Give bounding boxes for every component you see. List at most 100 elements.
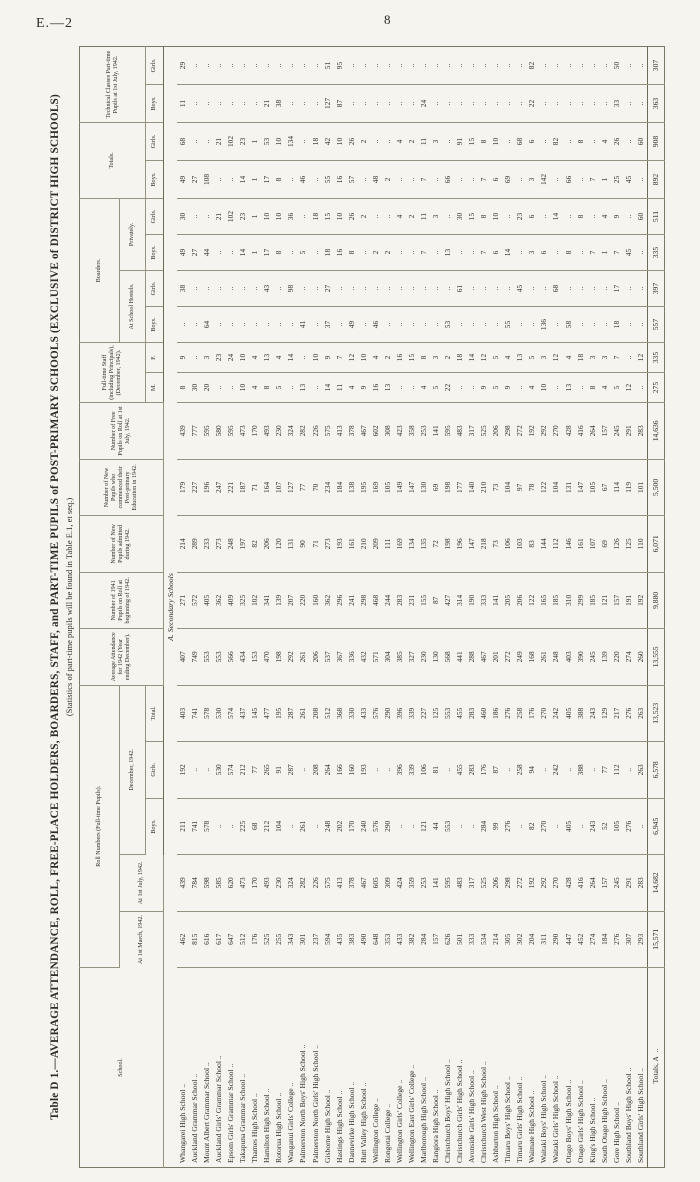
value-cell: .. xyxy=(586,198,599,235)
value-cell: .. xyxy=(297,84,310,123)
value-cell: 206 xyxy=(490,402,503,460)
value-cell: .. xyxy=(177,306,190,343)
value-cell: 282 xyxy=(297,854,310,912)
value-cell: .. xyxy=(345,84,358,123)
value-cell: 553 xyxy=(442,685,455,742)
value-cell: 493 xyxy=(261,854,274,912)
value-cell: 467 xyxy=(357,854,370,912)
value-cell: 2 xyxy=(442,342,455,373)
value-cell: 284 xyxy=(478,798,491,855)
value-cell: 274 xyxy=(622,628,635,686)
value-cell: 144 xyxy=(538,515,551,573)
value-cell: .. xyxy=(586,46,599,85)
value-cell: 439 xyxy=(177,402,190,460)
value-cell: 8 xyxy=(345,234,358,271)
value-cell: 184 xyxy=(598,911,611,968)
value-cell: 473 xyxy=(237,854,250,912)
value-cell: 248 xyxy=(225,515,238,573)
value-cell: 197 xyxy=(237,515,250,573)
value-cell: .. xyxy=(478,306,491,343)
value-cell: 571 xyxy=(369,628,382,686)
value-cell: 97 xyxy=(514,459,527,516)
value-cell: 580 xyxy=(213,402,226,460)
value-cell: 2 xyxy=(381,234,394,271)
value-cell: 198 xyxy=(442,459,455,516)
value-cell: .. xyxy=(381,270,394,307)
value-cell: 8 xyxy=(478,122,491,161)
value-cell: .. xyxy=(225,84,238,123)
value-cell: 170 xyxy=(345,798,358,855)
col-tech-boys: Boys. xyxy=(145,84,164,123)
value-cell: 195 xyxy=(273,685,286,742)
value-cell: 121 xyxy=(598,572,611,629)
value-cell: .. xyxy=(550,84,563,123)
value-cell: 575 xyxy=(321,854,334,912)
school-name: Christchurch Girls' High School .. xyxy=(455,1059,465,1163)
value-cell: 43 xyxy=(261,270,274,307)
value-cell: 21 xyxy=(213,198,226,235)
value-cell: .. xyxy=(550,234,563,271)
value-cell: 18 xyxy=(309,122,322,161)
statistics-table: School. Roll Numbers (Full-time Pupils).… xyxy=(79,46,665,1168)
value-cell: 530 xyxy=(213,685,226,742)
value-cell: 272 xyxy=(502,628,515,686)
school-name: Gisborne High School .. xyxy=(322,1089,332,1163)
value-cell: .. xyxy=(249,306,262,343)
value-cell: 8 xyxy=(177,372,190,403)
value-cell: 4 xyxy=(369,342,382,373)
value-cell: .. xyxy=(478,46,491,85)
table-row: Gore High School .. 276 245 105 112 217 220 157… xyxy=(610,46,623,1168)
value-cell: .. xyxy=(285,160,298,199)
value-cell: 14 xyxy=(321,372,334,403)
value-cell: 368 xyxy=(333,685,346,742)
table-row: Otago Boys' High School .. 447 428 405.. 405… xyxy=(562,46,575,1168)
value-cell: 908 xyxy=(647,122,665,161)
value-cell: 230 xyxy=(273,854,286,912)
table-row: Whangarei High School .. 462 439 211 192 403 4… xyxy=(177,46,190,1168)
value-cell: 13,555 xyxy=(647,628,665,686)
value-cell: .. xyxy=(598,84,611,123)
value-cell: 139 xyxy=(273,572,286,629)
value-cell: .. xyxy=(237,270,250,307)
value-cell: 264 xyxy=(586,402,599,460)
table-row: South Otago High School .. 184 157 52 77 129 1… xyxy=(598,46,611,1168)
school-name: Rongotai College .. xyxy=(382,1103,392,1163)
value-cell: 626 xyxy=(442,911,455,968)
table-row: Southland Boys' High School .. 307 291 276.… xyxy=(622,46,635,1168)
value-cell: .. xyxy=(574,798,587,855)
value-cell: 617 xyxy=(213,911,226,968)
value-cell: 36 xyxy=(285,198,298,235)
value-cell: 553 xyxy=(213,628,226,686)
value-cell: .. xyxy=(538,84,551,123)
value-cell: .. xyxy=(369,84,382,123)
value-cell: .. xyxy=(405,160,418,199)
value-cell: 427 xyxy=(442,572,455,629)
value-cell: .. xyxy=(405,798,418,855)
value-cell: .. xyxy=(357,306,370,343)
value-cell: .. xyxy=(309,372,322,403)
value-cell: 289 xyxy=(189,515,202,573)
value-cell: .. xyxy=(225,234,238,271)
value-cell: 490 xyxy=(357,911,370,968)
col-group-roll: Roll Numbers (Full-time Pupils). xyxy=(79,685,120,968)
value-cell: .. xyxy=(393,306,406,343)
value-cell: 157 xyxy=(598,854,611,912)
value-cell: 10 xyxy=(490,198,503,235)
value-cell: 149 xyxy=(393,459,406,516)
value-cell: 260 xyxy=(634,628,648,686)
value-cell: .. xyxy=(225,798,238,855)
value-cell: 221 xyxy=(225,459,238,516)
value-cell: 81 xyxy=(429,741,443,799)
table-title: Table D 1.—AVERAGE ATTENDANCE, ROLL, FRE… xyxy=(49,94,61,1120)
value-cell: 27 xyxy=(189,234,202,271)
value-cell: 209 xyxy=(369,515,382,573)
table-row: Palmerston North Boys' High School .. 301… xyxy=(297,46,310,1168)
value-cell: 483 xyxy=(454,854,467,912)
value-cell: 12 xyxy=(622,372,635,403)
value-cell: 325 xyxy=(237,572,250,629)
value-cell: .. xyxy=(490,84,503,123)
value-cell: 214 xyxy=(177,515,190,573)
value-cell: 648 xyxy=(369,911,382,968)
value-cell: 553 xyxy=(442,798,455,855)
value-cell: 283 xyxy=(634,402,648,460)
